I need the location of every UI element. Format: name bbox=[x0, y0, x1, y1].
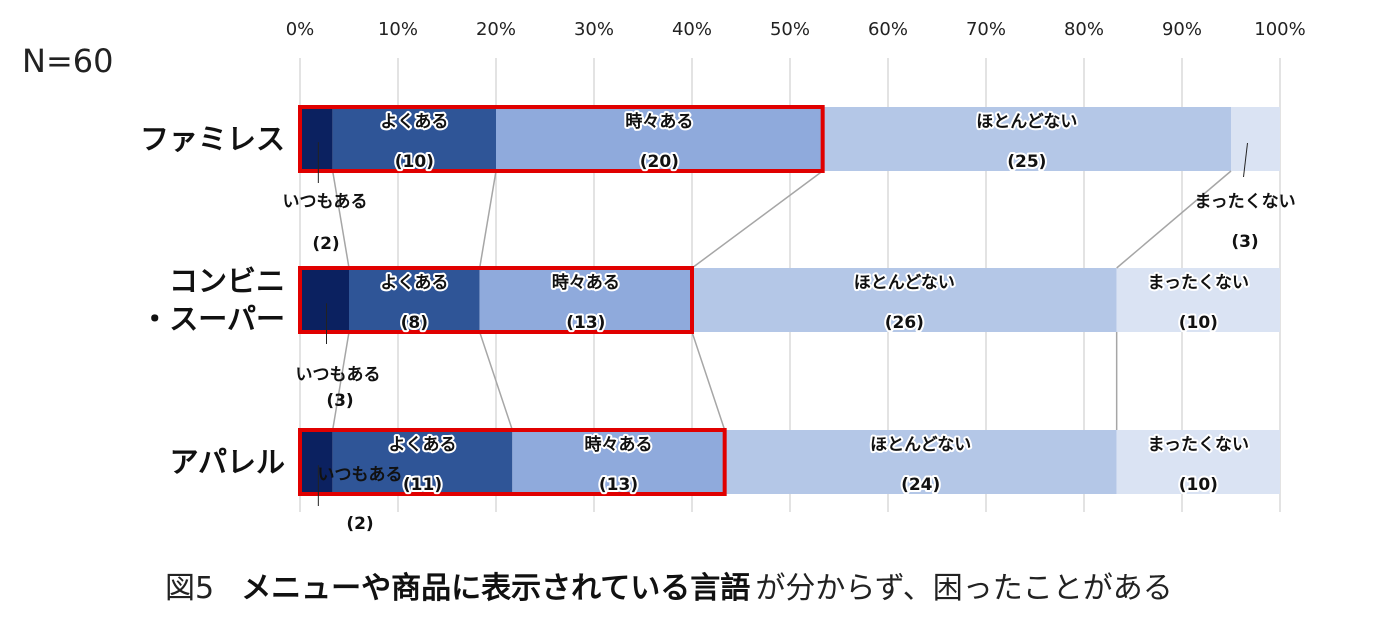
segment-value-label: (13) bbox=[599, 475, 638, 495]
series-connector-line bbox=[1116, 170, 1232, 269]
bar-segment bbox=[300, 268, 349, 332]
bar-segment bbox=[300, 107, 333, 171]
category-label: アパレル bbox=[170, 445, 285, 479]
category-label: ・スーパー bbox=[140, 302, 285, 336]
segment-name-label: ほとんどない bbox=[976, 112, 1077, 132]
caption-number: 図5 bbox=[165, 571, 214, 606]
segment-value-label: (2) bbox=[346, 514, 373, 534]
segment-name-label: 時々ある bbox=[625, 111, 693, 132]
bar-segment bbox=[349, 268, 480, 332]
highlight-box bbox=[298, 266, 694, 334]
segment-name-label: いつもある bbox=[296, 365, 381, 385]
x-tick-label: 20% bbox=[476, 19, 516, 40]
segment-value-label: (10) bbox=[395, 152, 434, 172]
x-axis-ticks: 0% 10% 20% 30% 40% 50% 60% 70% 80% 90% 100% bbox=[286, 19, 1306, 40]
segment-name-label: まったくない bbox=[1194, 192, 1295, 212]
bar-segment bbox=[1231, 107, 1280, 171]
segment-name-label: いつもある bbox=[318, 465, 403, 485]
bar-segment bbox=[692, 268, 1117, 332]
segment-name-label: 時々ある bbox=[552, 272, 620, 293]
leader-line bbox=[1243, 142, 1248, 178]
bar-segment bbox=[724, 430, 1117, 494]
x-tick-label: 10% bbox=[378, 19, 418, 40]
segment-value-label: (10) bbox=[1179, 313, 1218, 333]
segment-value-label: (20) bbox=[640, 152, 679, 172]
segment-name-label: よくある bbox=[380, 112, 448, 132]
segment-name-label: まったくない bbox=[1148, 273, 1249, 293]
segment-value-label: (13) bbox=[566, 313, 605, 333]
segment-value-label: (24) bbox=[901, 475, 940, 495]
bar-segment bbox=[332, 107, 496, 171]
segment-labels: いつもある (2) よくある (10) 時々ある (20) ほとんどない (25) まったくない… bbox=[283, 109, 1296, 534]
segment-value-label: (10) bbox=[1179, 475, 1218, 495]
highlight-box bbox=[298, 105, 825, 173]
segment-value-label: (3) bbox=[1231, 232, 1258, 252]
segment-name-label: まったくない bbox=[1148, 435, 1249, 455]
x-tick-label: 0% bbox=[286, 19, 315, 40]
series-connector-line bbox=[478, 170, 497, 269]
bar-segment bbox=[1116, 430, 1280, 494]
x-tick-label: 40% bbox=[672, 19, 712, 40]
connector-lines bbox=[331, 170, 1232, 431]
category-label: ファミレス bbox=[140, 122, 285, 156]
category-label: コンビニ bbox=[169, 264, 285, 298]
bar-segment bbox=[496, 107, 823, 171]
segment-name-label: いつもある bbox=[283, 192, 368, 212]
series-connector-line bbox=[478, 331, 514, 431]
segment-name-label: よくある bbox=[380, 273, 448, 293]
x-tick-label: 50% bbox=[770, 19, 810, 40]
x-tick-label: 80% bbox=[1064, 19, 1104, 40]
sample-size-label: N=60 bbox=[22, 42, 113, 80]
caption-bold: メニューや商品に表示されている言語 bbox=[241, 571, 750, 606]
bars bbox=[300, 107, 1280, 494]
x-tick-label: 60% bbox=[868, 19, 908, 40]
bar-segment bbox=[332, 430, 513, 494]
x-tick-label: 90% bbox=[1162, 19, 1202, 40]
segment-value-label: (3) bbox=[326, 391, 353, 411]
segment-value-label: (26) bbox=[885, 313, 924, 333]
segment-value-label: (8) bbox=[401, 313, 428, 333]
segment-name-label: 時々ある bbox=[585, 434, 653, 455]
x-tick-label: 100% bbox=[1254, 19, 1305, 40]
series-connector-line bbox=[691, 331, 726, 431]
figure-caption: 図5 メニューや商品に表示されている言語 が分からず、困ったことがある bbox=[165, 571, 1173, 606]
series-connector-line bbox=[331, 170, 350, 269]
bar-segment bbox=[822, 107, 1231, 171]
highlight-box bbox=[298, 428, 727, 496]
segment-name-label: ほとんどない bbox=[854, 273, 955, 293]
series-connector-line bbox=[331, 331, 350, 431]
segment-value-label: (2) bbox=[312, 234, 339, 254]
highlight-boxes bbox=[298, 105, 825, 496]
segment-name-label: よくある bbox=[389, 435, 457, 455]
bar-segment bbox=[479, 268, 692, 332]
bar-segment bbox=[512, 430, 725, 494]
x-tick-label: 70% bbox=[966, 19, 1006, 40]
segment-value-label: (25) bbox=[1007, 152, 1046, 172]
segment-name-label: ほとんどない bbox=[870, 435, 971, 455]
segment-value-label: (11) bbox=[403, 475, 442, 495]
series-connector-line bbox=[691, 170, 824, 269]
x-tick-label: 30% bbox=[574, 19, 614, 40]
caption-normal: が分からず、困ったことがある bbox=[755, 571, 1172, 606]
bar-segment bbox=[1116, 268, 1280, 332]
bar-segment bbox=[300, 430, 333, 494]
